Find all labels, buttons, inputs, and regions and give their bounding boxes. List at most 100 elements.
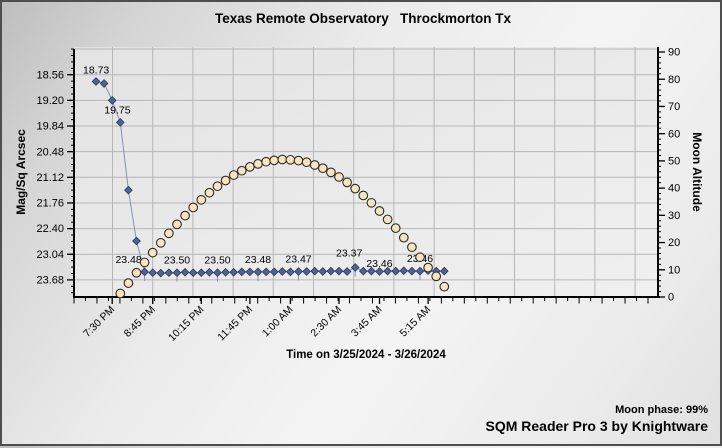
moon-data-point (236, 165, 247, 176)
sqm-data-point (172, 268, 182, 278)
y-left-tick-label: 20.48 (36, 146, 64, 158)
y-left-tick-label: 21.76 (36, 198, 64, 210)
sqm-data-point (237, 267, 247, 277)
sqm-data-point (326, 266, 336, 276)
y-right-tick-label: 60 (668, 128, 680, 140)
y-right-tick-label: 90 (668, 47, 680, 59)
plot-area (74, 47, 658, 297)
y-right-tick-label: 40 (668, 183, 680, 195)
sqm-data-point (99, 79, 109, 88)
y-right-tick-label: 10 (668, 264, 680, 276)
sqm-data-point (277, 267, 287, 276)
moon-data-point (309, 160, 320, 170)
sqm-data-point (383, 266, 392, 276)
sqm-data-point (294, 267, 303, 276)
sqm-data-point (91, 77, 101, 86)
sqm-data-point (350, 263, 360, 272)
moon-data-point (212, 181, 223, 192)
sqm-data-point (205, 267, 214, 277)
moon-data-point (431, 271, 442, 282)
moon-data-point (342, 177, 352, 188)
moon-data-point (253, 159, 263, 169)
sqm-data-point (375, 267, 384, 276)
moon-data-point (115, 288, 126, 299)
y-axis-right-title: Moon Altitude (690, 132, 704, 212)
y-left-tick-label: 19.84 (36, 121, 64, 133)
sqm-data-point (302, 267, 311, 276)
moon-data-point (131, 267, 142, 278)
data-point-label: 18.73 (83, 65, 109, 77)
sqm-data-point (124, 185, 133, 195)
moon-data-point (390, 223, 401, 233)
x-tick-label: 2:30 AM (308, 304, 344, 340)
moon-data-point (334, 172, 344, 182)
moon-data-point (261, 156, 271, 167)
data-point-label: 23.47 (285, 253, 311, 265)
sqm-data-point (415, 266, 425, 276)
sqm-data-point (407, 266, 417, 276)
data-point-label: 23.46 (366, 258, 392, 270)
y-right-tick-label: 0 (668, 292, 674, 304)
data-point-label: 19.75 (104, 104, 130, 116)
moon-data-point (123, 278, 134, 288)
sqm-data-point (164, 268, 174, 278)
sqm-data-point (213, 268, 222, 278)
data-point-label: 23.48 (245, 254, 271, 266)
sqm-data-point (115, 118, 125, 127)
sqm-data-point (399, 266, 409, 276)
sqm-data-point (439, 266, 449, 276)
sqm-data-point (253, 267, 263, 277)
moon-data-point (285, 154, 296, 165)
y-axis-left-title: Mag/Sq Arcsec (14, 129, 28, 215)
sqm-data-point (367, 266, 376, 276)
moon-data-point (188, 202, 199, 213)
moon-data-point (350, 183, 361, 194)
sqm-data-point (156, 268, 166, 278)
chart-title: Texas Remote Observatory Throckmorton Tx (214, 11, 512, 26)
moon-data-point (204, 187, 215, 198)
sqm-data-point (391, 266, 401, 276)
moon-data-point (317, 163, 328, 174)
moon-data-point (269, 155, 280, 166)
sqm-data-point (132, 236, 141, 246)
moon-data-point (180, 210, 190, 221)
y-left-tick-label: 23.68 (36, 275, 64, 287)
sqm-data-point (140, 267, 149, 277)
app-credit-label: SQM Reader Pro 3 by Knightware (485, 418, 709, 434)
moon-data-point (245, 162, 255, 172)
x-tick-label: 7:30 PM (81, 304, 117, 340)
sqm-data-point (358, 266, 368, 276)
sqm-data-point (261, 267, 271, 277)
moon-data-point (439, 281, 450, 292)
y-left-tick-label: 23.04 (36, 249, 64, 261)
moon-data-point (139, 257, 150, 268)
moon-data-point (196, 194, 207, 205)
sqm-data-point (286, 267, 295, 277)
sqm-data-point (245, 267, 255, 277)
moon-data-point (358, 190, 369, 201)
x-tick-label: 3:45 AM (349, 304, 385, 340)
moon-data-point (326, 167, 336, 178)
sqm-data-point (310, 266, 320, 276)
moon-data-point (164, 228, 174, 239)
x-tick-label: 1:00 AM (260, 304, 296, 340)
moon-data-point (220, 175, 231, 186)
sqm-data-point (180, 267, 190, 277)
data-point-label: 23.48 (115, 254, 141, 266)
moon-data-point (423, 262, 433, 273)
moon-data-point (382, 214, 393, 225)
data-point-label: 23.37 (336, 247, 362, 259)
sqm-data-point (196, 268, 206, 278)
y-right-tick-label: 30 (668, 210, 680, 222)
x-tick-label: 8:45 PM (122, 304, 158, 340)
y-left-tick-label: 21.12 (36, 172, 64, 184)
x-tick-label: 5:15 AM (397, 304, 433, 340)
moon-data-point (172, 219, 182, 230)
y-right-tick-label: 70 (668, 101, 680, 113)
sqm-data-point (188, 268, 198, 278)
moon-data-point (147, 247, 158, 258)
sqm-data-point (148, 268, 158, 278)
moon-data-point (228, 170, 239, 180)
sqm-data-point (342, 267, 352, 276)
